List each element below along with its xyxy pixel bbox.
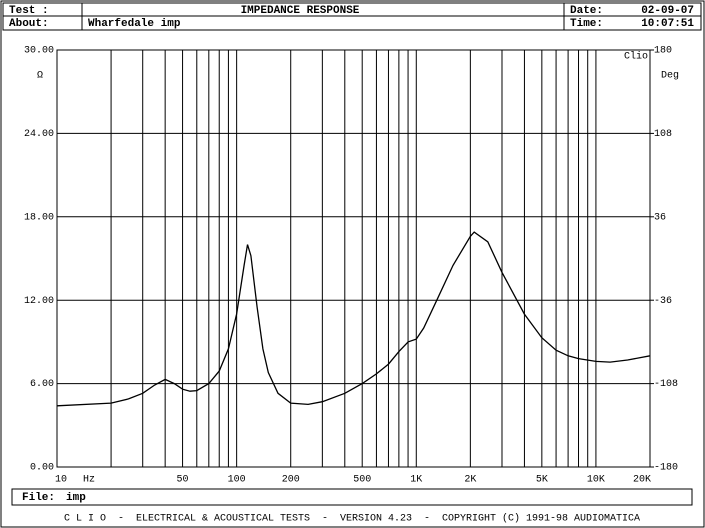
y-tick-label: 24.00	[24, 129, 54, 140]
y2-tick-label: -36	[654, 296, 672, 307]
y-tick-label: 0.00	[30, 463, 54, 474]
y2-tick-label: -108	[654, 379, 678, 390]
x-tick-label: 500	[353, 475, 371, 486]
x-tick-label: 10	[55, 475, 67, 486]
chart-title: IMPEDANCE RESPONSE	[241, 5, 360, 17]
about-label: About:	[9, 18, 49, 30]
file-box	[11, 488, 693, 506]
x-tick-label: 5K	[536, 475, 548, 486]
x-tick-label: 20K	[633, 475, 651, 486]
test-label: Test :	[9, 5, 49, 17]
x-tick-label: 2K	[464, 475, 476, 486]
x-tick-label: 100	[228, 475, 246, 486]
date: 02-09-07	[641, 5, 694, 17]
brand: Clio	[624, 51, 648, 63]
impedance-curve	[56, 231, 651, 407]
credits: C L I O - ELECTRICAL & ACOUSTICAL TESTS …	[64, 513, 640, 525]
x-tick-label: 200	[282, 475, 300, 486]
time-label: Time:	[570, 18, 603, 30]
x-tick-label: 50	[177, 475, 189, 486]
x-unit: Hz	[83, 475, 95, 486]
y2-tick-label: 108	[654, 129, 672, 140]
y-tick-label: 18.00	[24, 212, 54, 223]
date-label: Date:	[570, 5, 603, 17]
y-tick-label: 30.00	[24, 46, 54, 57]
file: imp	[66, 492, 86, 504]
x-tick-label: 1K	[410, 475, 422, 486]
y2-tick-label: 36	[654, 212, 666, 223]
y2-tick-label: -180	[654, 463, 678, 474]
y-unit: Ω	[37, 71, 43, 82]
y2-unit: Deg	[661, 71, 679, 82]
y-tick-label: 6.00	[30, 379, 54, 390]
x-tick-label: 10K	[587, 475, 605, 486]
file-label: File:	[22, 492, 55, 504]
y-tick-label: 12.00	[24, 296, 54, 307]
about: Wharfedale imp	[88, 18, 181, 30]
y2-tick-label: 180	[654, 46, 672, 57]
time: 10:07:51	[641, 18, 694, 30]
